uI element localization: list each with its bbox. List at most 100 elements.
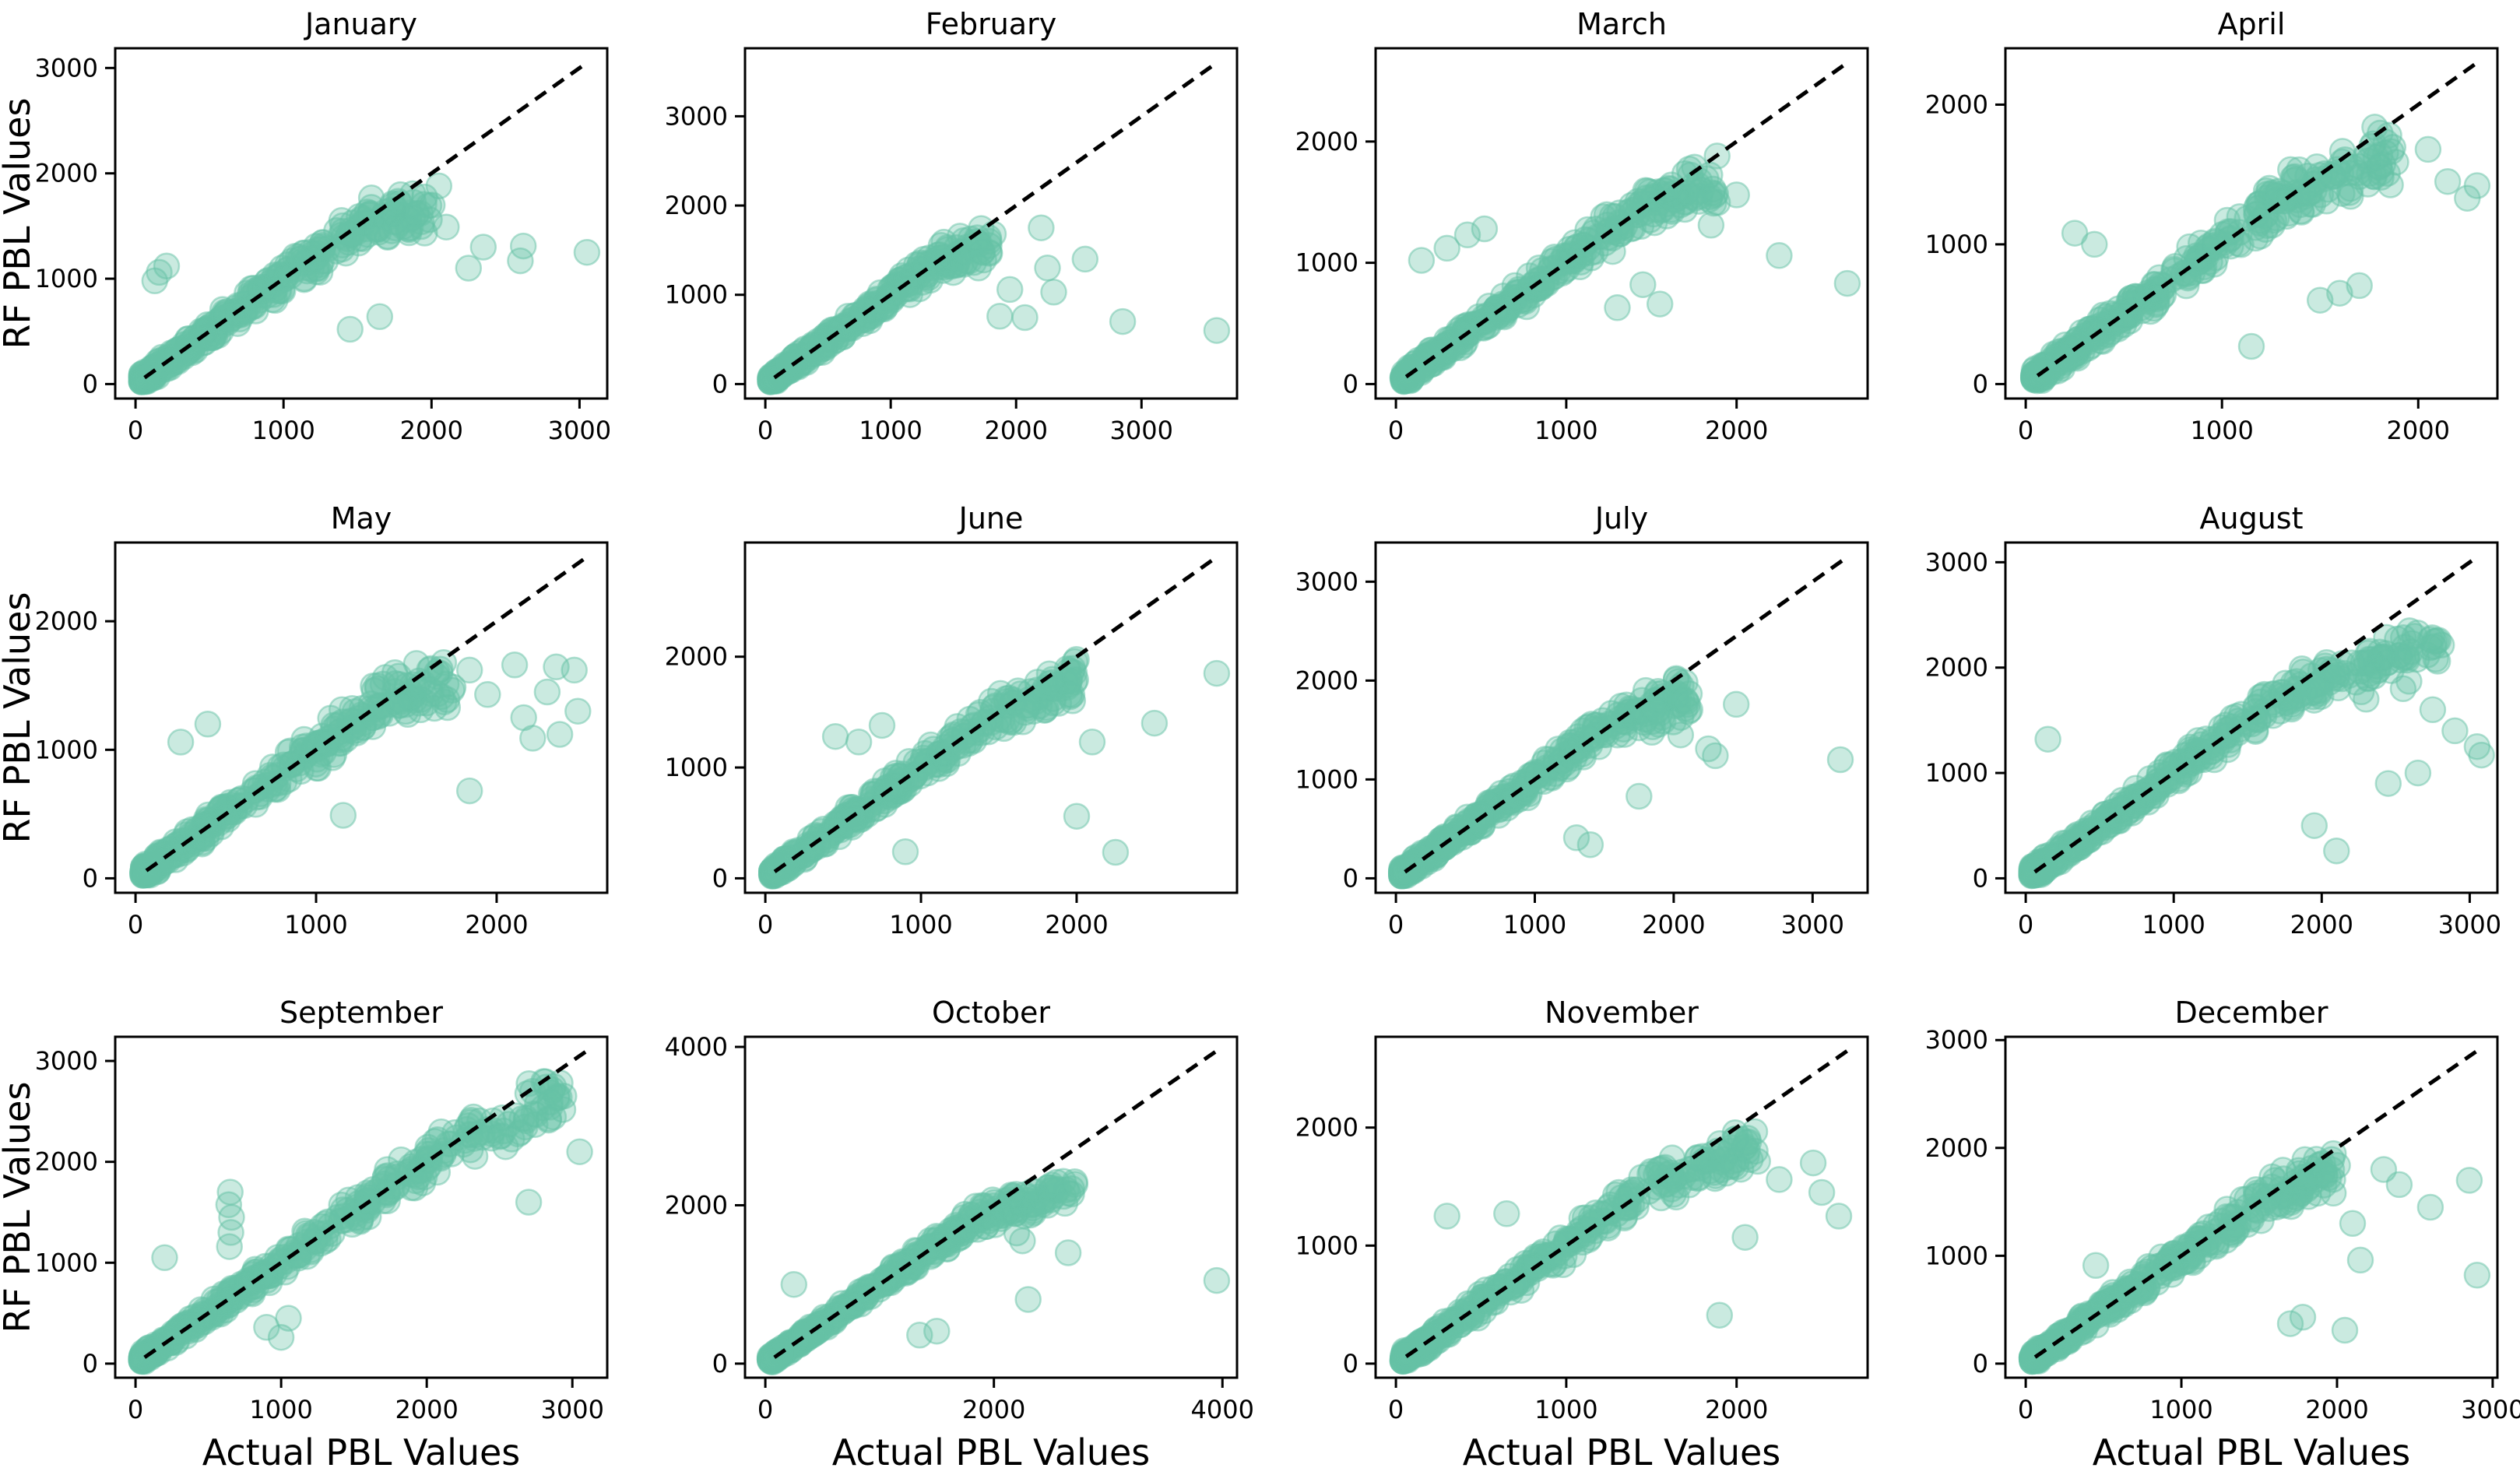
y-tick-label: 2000 <box>1924 653 1988 683</box>
scatter-points <box>1387 665 1854 890</box>
y-tick-label: 1000 <box>1295 764 1358 794</box>
x-tick-label: 2000 <box>2290 910 2353 939</box>
y-tick-label: 1000 <box>35 735 98 764</box>
x-tick-label: 2000 <box>962 1395 1025 1424</box>
y-tick-label: 1000 <box>1295 248 1358 278</box>
x-tick-label: 1000 <box>890 910 953 939</box>
x-tick-label: 2000 <box>400 416 463 445</box>
x-tick-label: 2000 <box>2305 1395 2368 1424</box>
y-tick-label: 2000 <box>665 191 728 220</box>
y-tick-label: 2000 <box>1924 1133 1988 1163</box>
y-axis-label: RF PBL Values <box>0 1082 38 1333</box>
x-tick-label: 1000 <box>1534 416 1597 445</box>
subplot-title: October <box>932 996 1050 1030</box>
subplot-title: May <box>331 501 392 536</box>
identity-line <box>773 555 1218 873</box>
identity-line <box>773 1049 1218 1359</box>
y-tick-label: 2000 <box>35 606 98 636</box>
scatter-points <box>2018 617 2495 890</box>
y-tick-label: 1000 <box>1924 1241 1988 1270</box>
y-tick-label: 3000 <box>665 101 728 131</box>
x-axis-label: Actual PBL Values <box>832 1431 1151 1473</box>
axes-frame <box>2004 541 2499 894</box>
x-tick-label: 2000 <box>1045 910 1108 939</box>
axes-frame <box>1374 1035 1868 1379</box>
x-tick-label: 0 <box>757 910 773 939</box>
subplot-title: April <box>2217 7 2285 41</box>
subplot-july: July 0 1000 2000 3000 0 1000 2000 3000 <box>1260 494 1890 989</box>
scatter-points <box>128 172 601 395</box>
subplot-title: June <box>958 501 1024 536</box>
subplot-march: March 0 1000 2000 0 1000 2000 <box>1260 0 1890 494</box>
y-tick-label: 0 <box>83 1349 98 1378</box>
x-tick-label: 3000 <box>548 416 611 445</box>
x-tick-label: 1000 <box>1503 910 1566 939</box>
scatter-points <box>2018 1140 2490 1375</box>
x-tick-label: 2000 <box>1642 910 1705 939</box>
x-tick-label: 1000 <box>2190 416 2253 445</box>
y-tick-label: 0 <box>1972 1349 1988 1378</box>
x-tick-label: 3000 <box>2461 1395 2520 1424</box>
x-tick-label: 0 <box>2018 910 2033 939</box>
y-tick-label: 1000 <box>1924 758 1988 788</box>
subplot-title: November <box>1545 996 1699 1030</box>
subplot-canvas: November 0 1000 2000 0 1000 2000 Actual PBL Val… <box>1295 996 1868 1473</box>
identity-line <box>143 1049 589 1359</box>
axes-frame <box>114 1035 609 1379</box>
y-tick-label: 3000 <box>1924 1025 1988 1055</box>
scatter-points <box>1389 1118 1852 1375</box>
x-tick-label: 1000 <box>251 416 315 445</box>
x-tick-label: 2000 <box>465 910 528 939</box>
y-tick-label: 2000 <box>665 642 728 672</box>
y-tick-label: 0 <box>712 1349 728 1378</box>
axes-frame <box>1374 541 1868 894</box>
subplot-november: November 0 1000 2000 0 1000 2000 Actual PBL Val… <box>1260 989 1890 1482</box>
identity-line <box>1403 555 1848 874</box>
x-tick-label: 1000 <box>2149 1395 2212 1424</box>
y-axis-label: RF PBL Values <box>0 592 38 844</box>
x-tick-label: 1000 <box>1534 1395 1597 1424</box>
x-tick-label: 2000 <box>395 1395 458 1424</box>
scatter-points <box>757 214 1231 395</box>
scatter-points <box>128 1068 593 1375</box>
y-tick-label: 2000 <box>1295 127 1358 156</box>
x-tick-label: 0 <box>128 1395 143 1424</box>
subplot-june: June 0 1000 2000 0 1000 2000 <box>630 494 1260 989</box>
subplot-october: October 0 2000 4000 0 2000 4000 Actual PBL Valu… <box>630 989 1260 1482</box>
subplot-title: December <box>2174 996 2328 1030</box>
identity-line <box>2033 555 2479 874</box>
y-tick-label: 1000 <box>665 753 728 782</box>
scatter-points <box>757 1168 1231 1375</box>
x-tick-label: 2000 <box>985 416 1048 445</box>
identity-line <box>2033 1049 2479 1359</box>
y-tick-label: 2000 <box>1295 665 1358 695</box>
x-tick-label: 1000 <box>859 416 923 445</box>
x-tick-label: 1000 <box>2142 910 2205 939</box>
y-tick-label: 2000 <box>1295 1113 1358 1143</box>
y-tick-label: 0 <box>712 369 728 399</box>
x-tick-label: 3000 <box>1110 416 1173 445</box>
y-tick-label: 2000 <box>35 1147 98 1177</box>
subplot-title: August <box>2199 501 2303 536</box>
subplot-title: January <box>304 7 417 41</box>
axes-frame <box>1374 47 1868 400</box>
subplot-canvas: January 0 1000 2000 3000 0 1000 2000 3000 RF PBL … <box>0 7 611 445</box>
scatter-points <box>758 646 1231 890</box>
y-tick-label: 2000 <box>1924 90 1988 119</box>
x-tick-label: 0 <box>128 416 143 445</box>
y-tick-label: 0 <box>712 863 728 893</box>
x-tick-label: 0 <box>757 1395 773 1424</box>
x-tick-label: 0 <box>2018 1395 2033 1424</box>
scatter-points <box>2019 114 2490 395</box>
y-tick-label: 3000 <box>1295 567 1358 596</box>
x-tick-label: 1000 <box>249 1395 312 1424</box>
x-axis-label: Actual PBL Values <box>1462 1431 1780 1473</box>
y-tick-label: 1000 <box>665 280 728 310</box>
x-tick-label: 0 <box>1387 910 1403 939</box>
subplot-may: May 0 1000 2000 0 1000 2000 RF PBL Values <box>0 494 630 989</box>
y-tick-label: 2000 <box>35 159 98 188</box>
y-tick-label: 1000 <box>1924 230 1988 259</box>
subplot-january: January 0 1000 2000 3000 0 1000 2000 3000 RF PBL … <box>0 0 630 494</box>
x-axis-label: Actual PBL Values <box>202 1431 521 1473</box>
